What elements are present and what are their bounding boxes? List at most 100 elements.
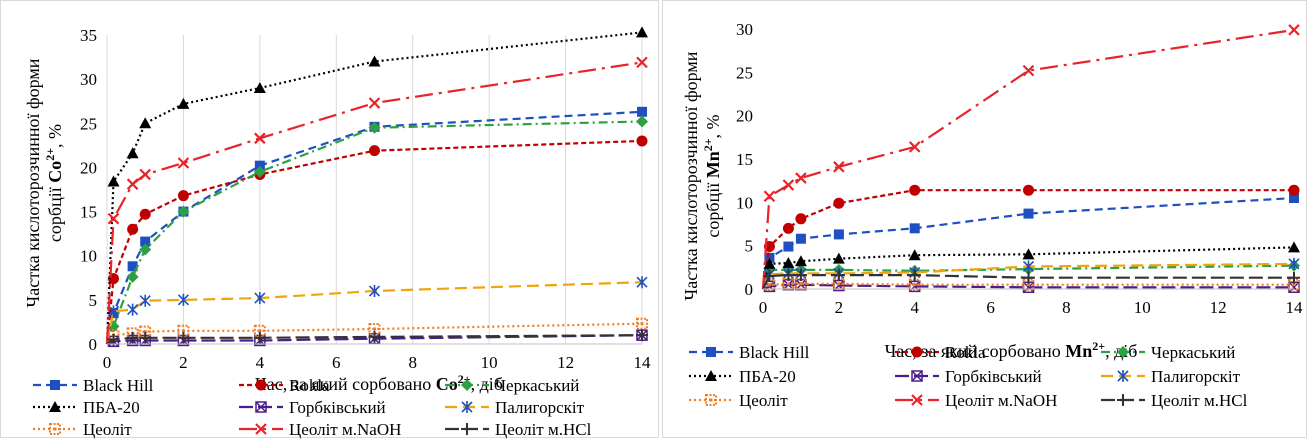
- legend-item-цеоліт: Цеоліт: [33, 420, 132, 439]
- data-point: [1289, 193, 1299, 203]
- legend-marker: [911, 346, 923, 358]
- data-point: [833, 197, 845, 209]
- x-tick-label: 0: [759, 298, 768, 317]
- y-tick-label: 10: [80, 247, 97, 266]
- data-point: [908, 249, 921, 261]
- legend-item-rokla: Rokla: [895, 343, 986, 362]
- data-point: [139, 168, 151, 181]
- x-tick-label: 6: [332, 353, 341, 372]
- y-axis-label-line2: сорбції Mn2+, %: [701, 114, 723, 237]
- data-point: [636, 135, 648, 147]
- x-tick-label: 4: [256, 353, 265, 372]
- legend-marker: [1117, 394, 1129, 406]
- series-line-rokla: [105, 139, 643, 345]
- data-point: [833, 161, 845, 173]
- data-point: [177, 293, 189, 306]
- series-line-черкаський: [105, 120, 643, 345]
- data-point: [909, 223, 920, 234]
- legend-label: Rokla: [289, 376, 330, 395]
- legend-label: Черкаський: [1151, 343, 1235, 362]
- series-цеоліт-м-hcl: [106, 329, 648, 346]
- legend-item-цеоліт: Цеоліт: [689, 391, 788, 410]
- data-point: [1022, 248, 1035, 260]
- data-point: [139, 117, 152, 129]
- series-цеоліт-м-naoh: [105, 56, 648, 345]
- data-point: [254, 160, 265, 171]
- series-line-горбківський: [106, 334, 643, 346]
- series-rokla: [105, 135, 648, 345]
- data-point: [636, 329, 648, 342]
- data-point: [833, 229, 844, 240]
- legend-label: Цеоліт м.HCl: [1151, 391, 1248, 410]
- legend-marker: [706, 347, 716, 357]
- data-point: [795, 233, 806, 244]
- series-black-hill: [761, 193, 1299, 290]
- x-tick-label: 14: [1286, 298, 1304, 317]
- data-point: [254, 292, 266, 305]
- y-tick-label: 25: [736, 63, 753, 82]
- series-line-цеоліт-м-hcl: [762, 274, 1294, 290]
- data-point: [368, 285, 381, 298]
- legend-marker: [461, 423, 473, 435]
- legend-item-цеоліт-м-naoh: Цеоліт м.NaOH: [239, 420, 401, 439]
- legend-item-черкаський: Черкаський: [1101, 343, 1235, 362]
- data-point: [832, 252, 845, 264]
- series-цеоліт-м-naoh: [761, 24, 1300, 290]
- legend-label: Цеоліт м.HCl: [495, 420, 592, 439]
- y-tick-label: 35: [80, 26, 97, 45]
- data-point: [782, 222, 794, 234]
- data-point: [1288, 24, 1300, 36]
- data-point: [177, 331, 190, 344]
- data-point: [909, 184, 921, 196]
- y-axis-label-line1: Частка кислоторозчинної форми: [23, 58, 43, 307]
- y-tick-label: 30: [736, 20, 753, 39]
- data-point: [1288, 241, 1300, 253]
- x-tick-label: 8: [408, 353, 417, 372]
- legend-item-горбківський: Горбківський: [239, 398, 386, 417]
- data-point: [126, 331, 139, 344]
- legend-label: Цеоліт м.NaOH: [945, 391, 1057, 410]
- legend-item-цеоліт-м-hcl: Цеоліт м.HCl: [1101, 391, 1248, 410]
- data-point: [636, 317, 648, 330]
- data-point: [177, 190, 189, 202]
- legend-marker: [705, 370, 717, 381]
- data-point: [368, 330, 381, 343]
- data-point: [139, 243, 152, 256]
- legend-marker: [461, 379, 473, 391]
- x-tick-label: 12: [1210, 298, 1227, 317]
- x-tick-label: 10: [481, 353, 498, 372]
- legend-label: Горбківський: [945, 367, 1042, 386]
- co-sorption-chart-panel: 0 2 4 6 8 10 12 14 0 5 10 15 20 25 30 35 Частка кислото…: [0, 0, 659, 439]
- data-point: [369, 145, 380, 157]
- y-axis-label-line1: Частка кислоторозчинної форми: [681, 51, 701, 300]
- data-point: [783, 241, 794, 252]
- data-point: [254, 132, 266, 145]
- mn-sorption-chart: 0 2 4 6 8 10 12 14 0 5 10 15 20 25 30 Частка кислоторо…: [681, 20, 1304, 410]
- legend-marker: [255, 379, 267, 391]
- series-line-горбківський: [762, 283, 1294, 291]
- legend-label: Rokla: [945, 343, 986, 362]
- series-line-палигорскіт: [105, 281, 643, 345]
- data-point: [1023, 208, 1034, 219]
- data-point: [107, 175, 120, 187]
- data-point: [139, 208, 151, 220]
- y-tick-label: 5: [89, 291, 98, 310]
- legend-label: Цеоліт: [83, 420, 132, 439]
- y-tick-label: 25: [80, 114, 97, 133]
- x-tick-label: 2: [835, 298, 844, 317]
- data-point: [107, 305, 120, 318]
- legend-label: Палигорскіт: [495, 398, 585, 417]
- data-point: [794, 269, 807, 282]
- series-line-цеоліт-м-naoh: [105, 61, 643, 345]
- x-tick-label: 2: [179, 353, 188, 372]
- series-line-black-hill: [105, 110, 643, 345]
- data-point: [1288, 271, 1300, 284]
- legend-marker: [255, 423, 267, 435]
- data-point: [126, 178, 139, 190]
- legend-label: Палигорскіт: [1151, 367, 1241, 386]
- legend-item-rokla: Rokla: [239, 376, 330, 395]
- legend-marker: [705, 394, 717, 406]
- x-axis-label: Час, за який сорбовано Mn2+, діб: [885, 339, 1138, 361]
- data-point: [127, 303, 139, 316]
- legend-marker: [255, 401, 267, 413]
